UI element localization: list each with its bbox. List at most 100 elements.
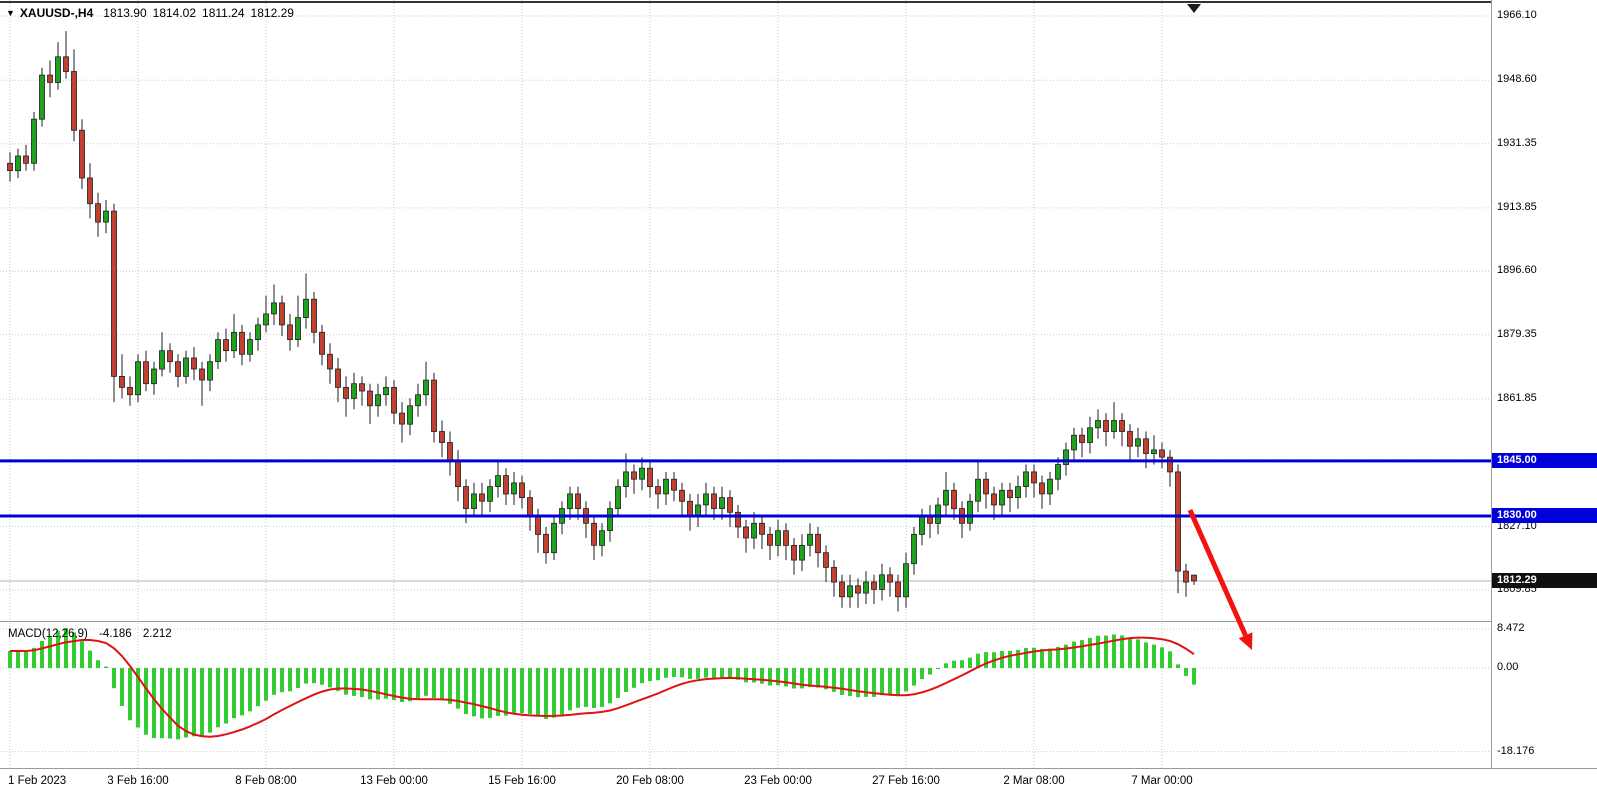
candle: [655, 486, 661, 495]
time-tick-label: 8 Feb 08:00: [235, 775, 297, 787]
candle: [703, 493, 709, 506]
candle: [743, 526, 749, 539]
candle: [127, 386, 133, 396]
price-tick-label: 1966.10: [1497, 9, 1537, 21]
candle: [799, 545, 805, 561]
candle: [615, 486, 621, 510]
price-tick-label: 1861.85: [1497, 391, 1537, 404]
candle: [503, 475, 509, 495]
candle: [1135, 438, 1141, 447]
time-tick-label: 7 Mar 00:00: [1131, 775, 1193, 787]
candle: [775, 530, 781, 546]
candle: [103, 210, 109, 223]
candle: [287, 324, 293, 340]
candle: [647, 467, 653, 488]
macd-header: MACD(12,26,9) -4.186 2.212: [8, 628, 180, 640]
candle: [87, 177, 93, 205]
candle: [671, 478, 677, 491]
candle: [471, 493, 477, 509]
candle: [991, 493, 997, 506]
current-price-badge: 1812.29: [1492, 573, 1597, 589]
candle: [871, 581, 877, 590]
candle: [847, 585, 853, 598]
candle: [231, 331, 237, 352]
candle: [623, 471, 629, 487]
candle: [207, 361, 213, 381]
candle: [423, 379, 429, 396]
time-tick-label: 3 Feb 16:00: [107, 775, 169, 787]
candle: [399, 412, 405, 425]
candle: [895, 581, 901, 598]
ohlc-close-value: 1812.29: [250, 6, 294, 20]
price-tick-label: 1931.35: [1497, 136, 1537, 149]
candle: [567, 493, 573, 509]
candle: [135, 361, 141, 396]
candle: [767, 533, 773, 546]
candle: [1079, 434, 1085, 443]
symbol-dropdown-icon[interactable]: ▼: [6, 8, 15, 18]
candle: [263, 313, 269, 326]
ohlc-open-value: 1813.90: [103, 6, 147, 20]
chart-shift-marker-icon: [1187, 4, 1201, 13]
candle: [1159, 449, 1165, 458]
candle: [783, 530, 789, 546]
candle: [63, 56, 69, 72]
price-axis[interactable]: 1966.10 1948.60 1931.35 1913.85 1896.60 1879.…: [1491, 0, 1597, 768]
candle: [967, 500, 973, 524]
candle: [919, 515, 925, 535]
candle: [199, 368, 205, 381]
candle: [71, 71, 77, 131]
candle: [1007, 489, 1013, 498]
candle: [951, 489, 957, 510]
time-tick-label: 1 Feb 2023: [8, 775, 67, 787]
candle: [599, 530, 605, 546]
candle: [391, 386, 397, 414]
time-axis[interactable]: 1 Feb 2023 3 Feb 16:00 8 Feb 08:00 13 Feb 0…: [0, 769, 1597, 811]
candle: [327, 353, 333, 370]
candle: [807, 533, 813, 546]
candle: [55, 56, 61, 83]
candle: [639, 467, 645, 480]
candle: [1111, 420, 1117, 432]
candle: [543, 533, 549, 554]
candle: [1071, 434, 1077, 451]
candle: [39, 74, 45, 120]
candle: [527, 497, 533, 517]
candle: [1183, 570, 1189, 583]
candle: [575, 493, 581, 509]
macd-main-value: -4.186: [99, 628, 132, 640]
candle: [831, 567, 837, 583]
macd-chart-canvas[interactable]: [0, 623, 1491, 768]
price-level-badge: 1830.00: [1492, 507, 1597, 523]
time-tick-label: 23 Feb 00:00: [744, 775, 812, 787]
price-tick-label: 1948.60: [1497, 73, 1537, 86]
candle: [31, 118, 37, 164]
candle: [631, 471, 637, 480]
price-chart-canvas[interactable]: [0, 0, 1491, 621]
candle: [463, 486, 469, 510]
candle: [159, 350, 165, 370]
candle: [215, 339, 221, 363]
macd-tick-label: -18.176: [1497, 744, 1535, 757]
candle: [407, 405, 413, 425]
candle: [495, 475, 501, 488]
candle: [1191, 574, 1197, 582]
candle: [839, 581, 845, 598]
panel-separator[interactable]: [0, 621, 1597, 622]
candle: [1119, 420, 1125, 432]
candle: [295, 317, 301, 341]
macd-histogram: [8, 628, 1196, 740]
candle: [1127, 431, 1133, 447]
candle: [119, 375, 125, 388]
candle: [1095, 420, 1101, 429]
candle: [903, 563, 909, 598]
candle: [1023, 471, 1029, 487]
candle: [751, 522, 757, 539]
macd-signal-line: [9, 636, 1195, 738]
candle: [7, 162, 13, 172]
candle: [551, 522, 557, 554]
candle: [1151, 449, 1157, 454]
symbol-title: XAUUSD-,H4: [19, 6, 94, 20]
candle: [23, 155, 29, 164]
